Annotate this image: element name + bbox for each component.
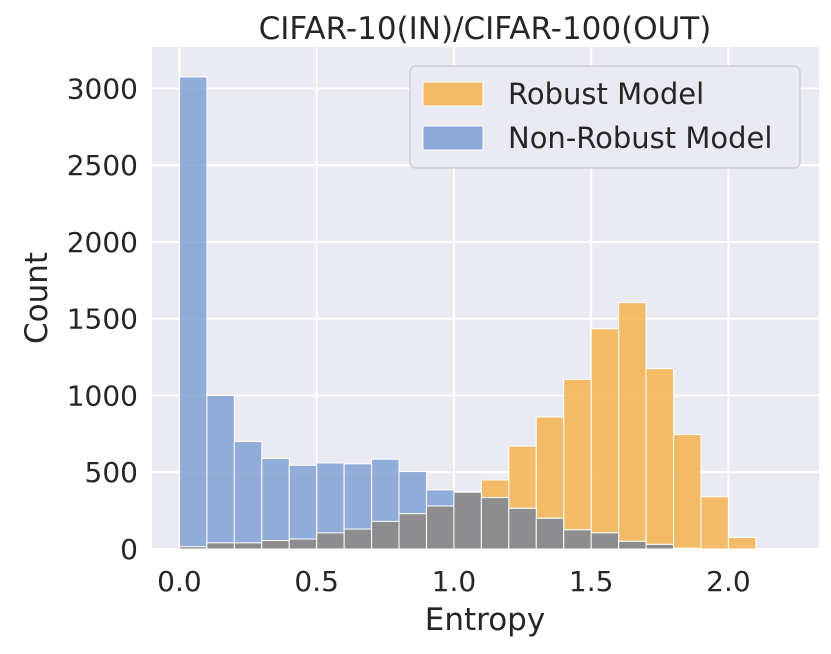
bars-layer: [178, 76, 757, 550]
non-robust-bar-4: [288, 464, 318, 550]
overlap-bar-8: [398, 513, 427, 550]
legend: Robust Model Non-Robust Model: [409, 65, 801, 169]
overlap-bar-9: [425, 505, 455, 550]
robust-bar-19: [700, 496, 729, 550]
overlap-bar-2: [233, 542, 263, 550]
legend-swatch-non-robust: [422, 125, 484, 151]
y-tick-label-4: 2000: [67, 226, 138, 259]
x-axis-label: Entropy: [425, 602, 545, 638]
robust-bar-16: [618, 302, 647, 550]
overlap-bar-0: [178, 546, 208, 550]
overlap-bar-1: [206, 542, 235, 550]
overlap-bar-7: [371, 520, 400, 550]
x-tick-label-4: 2.0: [706, 565, 751, 598]
non-robust-bar-3: [261, 457, 290, 550]
y-tick-label-1: 500: [85, 456, 138, 489]
non-robust-bar-1: [206, 394, 235, 550]
y-tick-label-2: 1000: [67, 379, 138, 412]
overlap-bar-17: [645, 543, 675, 550]
overlap-bar-12: [508, 507, 537, 550]
x-tick-label-0: 0.0: [157, 565, 202, 598]
legend-box: [409, 65, 801, 169]
overlap-bar-15: [590, 532, 620, 550]
overlap-bar-18: [673, 547, 702, 550]
overlap-bar-10: [453, 491, 482, 550]
robust-bar-17: [645, 368, 675, 550]
x-tick-label-1: 0.5: [294, 565, 339, 598]
overlap-bar-5: [316, 532, 345, 550]
y-axis-label: Count: [19, 252, 55, 344]
overlap-bar-6: [343, 528, 373, 550]
y-tick-label-5: 2500: [67, 149, 138, 182]
x-tick-label-2: 1.0: [432, 565, 477, 598]
ticks-layer: 0.0 0.5 1.0 1.5 2.0 0 500 1000 1500 2000 2500 3000: [67, 72, 751, 598]
overlap-bar-13: [535, 517, 565, 550]
overlap-bar-16: [618, 540, 647, 550]
legend-label-non-robust: Non-Robust Model: [508, 121, 772, 155]
overlap-bar-4: [288, 538, 318, 550]
x-tick-label-3: 1.5: [569, 565, 614, 598]
y-tick-label-3: 1500: [67, 303, 138, 336]
robust-bar-15: [590, 328, 620, 550]
non-robust-bar-2: [233, 441, 263, 550]
robust-bar-20: [727, 536, 757, 550]
legend-label-robust: Robust Model: [508, 77, 704, 111]
overlap-bar-11: [480, 497, 510, 550]
robust-bar-18: [673, 434, 702, 550]
legend-swatch-robust: [422, 81, 484, 107]
non-robust-bar-0: [178, 76, 208, 550]
y-tick-label-0: 0: [120, 533, 138, 566]
y-tick-label-6: 3000: [67, 72, 138, 105]
chart-title: CIFAR-10(IN)/CIFAR-100(OUT): [259, 11, 712, 47]
overlap-bar-3: [261, 540, 290, 550]
overlap-bar-14: [563, 529, 592, 550]
robust-bar-14: [563, 378, 592, 550]
